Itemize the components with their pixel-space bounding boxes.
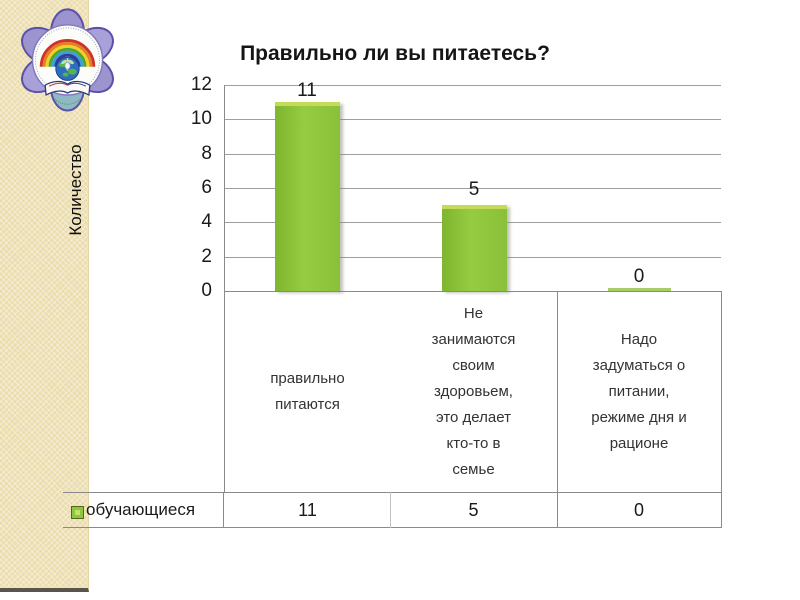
data-table-bottom-border — [63, 527, 721, 528]
x-axis-line — [224, 291, 721, 292]
data-table-top-border — [63, 492, 721, 493]
rainbow-icon — [39, 39, 96, 67]
legend-marker-inner — [75, 510, 80, 515]
y-axis-line — [224, 85, 225, 492]
bar-3 — [608, 288, 671, 291]
category-label-3: Надо задуматься о питании, режиме дня и … — [557, 291, 721, 492]
category-label-2: Не занимаются своим здоровьем, это делае… — [390, 291, 557, 492]
y-tick-label: 6 — [201, 177, 212, 198]
gridline-10 — [224, 119, 721, 120]
logo-text-ring — [34, 27, 101, 93]
y-tick-label: 12 — [190, 74, 212, 95]
chart-title: Правильно ли вы питаетесь? — [240, 42, 550, 65]
bar-2 — [442, 205, 507, 291]
table-value-2: 5 — [468, 499, 479, 520]
data-table-divider — [390, 492, 391, 528]
open-book-icon — [44, 80, 91, 97]
data-table-right-border — [721, 492, 722, 528]
gridline-6 — [224, 188, 721, 189]
bar-1 — [275, 102, 340, 291]
bar-value-label: 5 — [468, 179, 480, 200]
y-tick-label: 10 — [190, 108, 212, 129]
sprout-icon — [61, 57, 74, 71]
logo-bottom-text-arc — [54, 98, 81, 105]
category-divider — [557, 291, 558, 492]
y-tick-label: 2 — [201, 246, 212, 267]
school-logo — [21, 8, 114, 112]
bar-value-label: 11 — [297, 80, 317, 101]
category-label-text: Не занимаются своим здоровьем, это делае… — [431, 304, 516, 478]
table-value-3: 0 — [633, 499, 644, 520]
y-tick-label: 0 — [201, 280, 212, 301]
gridline-12 — [224, 85, 721, 86]
y-tick-label: 4 — [201, 211, 212, 232]
table-value-1: 11 — [298, 499, 317, 520]
y-axis-title: Количество — [66, 144, 85, 236]
category-label-1: правильно питаются — [225, 291, 390, 492]
y-tick-label: 8 — [201, 143, 212, 164]
bar-value-label: 0 — [633, 266, 645, 287]
data-table-divider — [223, 492, 224, 528]
plot-right-border — [721, 291, 722, 492]
category-label-text: правильно питаются — [270, 369, 345, 413]
category-label-text: Надо задуматься о питании, режиме дня и … — [591, 330, 687, 452]
gridline-8 — [224, 154, 721, 155]
legend-series-label: обучающиеся — [86, 500, 196, 519]
data-table-divider — [557, 492, 558, 528]
legend-marker-icon — [71, 506, 84, 519]
